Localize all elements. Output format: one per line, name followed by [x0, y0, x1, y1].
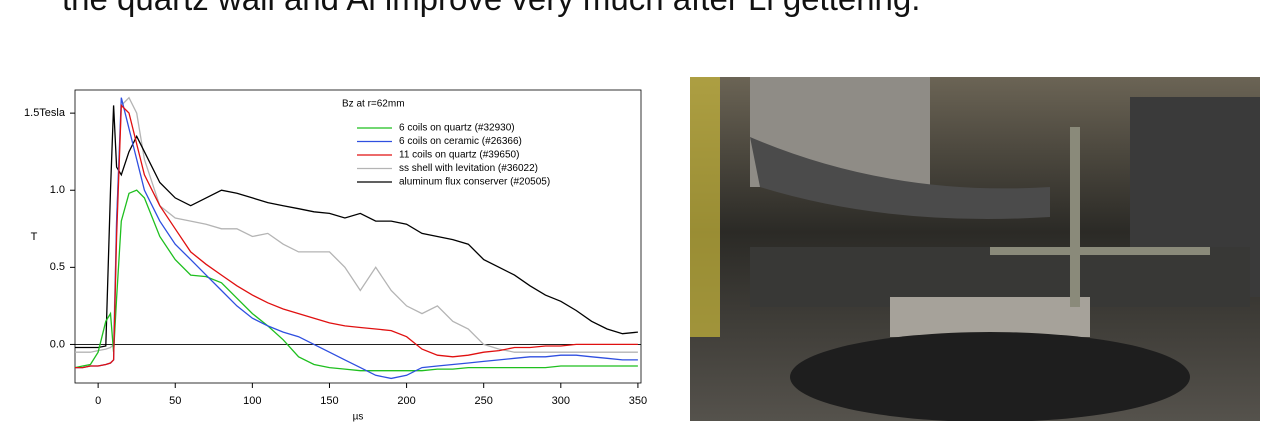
series-line	[75, 105, 638, 347]
y-axis-label: T	[31, 231, 38, 243]
y-tick-label: 0.5	[50, 261, 65, 273]
x-tick-label: 200	[397, 395, 415, 407]
x-tick-label: 150	[320, 395, 338, 407]
x-axis-label: µs	[353, 412, 364, 423]
x-tick-label: 300	[552, 395, 570, 407]
photo	[690, 77, 1260, 421]
x-tick-label: 50	[169, 395, 181, 407]
x-tick-label: 350	[629, 395, 647, 407]
y-tick-label: 1.0	[50, 184, 65, 196]
slide: the quartz wall and Al improve very much…	[0, 0, 1267, 424]
series-line	[75, 98, 638, 379]
legend-title: Bz at r=62mm	[342, 99, 405, 110]
legend-label: ss shell with levitation (#36022)	[399, 163, 538, 174]
y-tick-label: 1.5Tesla	[24, 107, 66, 119]
x-tick-label: 250	[475, 395, 493, 407]
x-tick-label: 0	[95, 395, 101, 407]
legend-label: 11 coils on quartz (#39650)	[399, 150, 519, 161]
series-line	[75, 98, 638, 353]
x-tick-label: 100	[243, 395, 261, 407]
legend-label: 6 coils on quartz (#32930)	[399, 123, 515, 134]
legend-label: 6 coils on ceramic (#26366)	[399, 136, 522, 147]
legend-label: aluminum flux conserver (#20505)	[399, 177, 550, 188]
chart: 0.0 0.5 1.0 1.5Tesla 0 50 100 150 200 250 300 350 Tµ…	[0, 0, 670, 424]
series-line	[75, 190, 638, 371]
y-tick-label: 0.0	[50, 338, 65, 350]
